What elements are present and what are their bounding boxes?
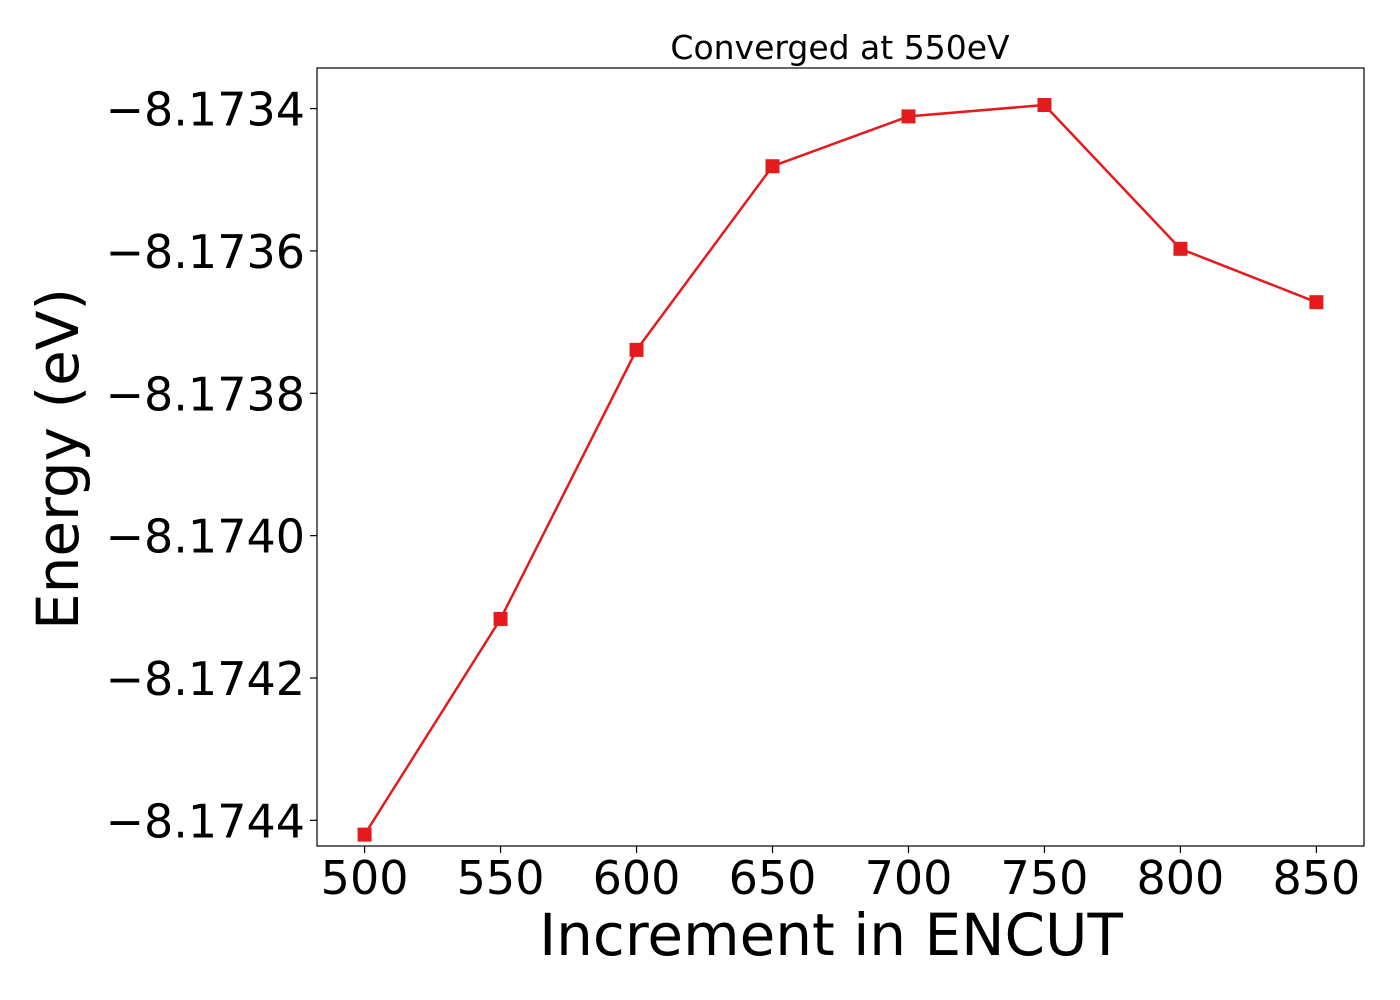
y-tick-label: −8.1734 [106, 83, 306, 137]
x-tick-label: 750 [1001, 851, 1089, 905]
plot-frame [316, 67, 1365, 847]
x-axis-label: Increment in ENCUT [539, 901, 1123, 969]
y-tick-label: −8.1742 [106, 652, 306, 706]
x-tick-label: 700 [865, 851, 953, 905]
y-tick-label: −8.1738 [106, 367, 306, 421]
axis-ticks [310, 107, 1318, 853]
data-point [629, 342, 644, 357]
series-line [363, 103, 1317, 836]
x-tick-label: 800 [1137, 851, 1225, 905]
data-point [901, 109, 916, 124]
y-tick-labels: −8.1734 −8.1736 −8.1738 −8.1740 −8.1742 −8.17… [106, 83, 306, 849]
y-tick-label: −8.1744 [106, 794, 306, 848]
data-point [1173, 241, 1188, 256]
x-tick-label: 600 [593, 851, 681, 905]
y-tick-label: −8.1736 [106, 225, 306, 279]
y-axis-label: Energy (eV) [24, 288, 92, 630]
x-tick-labels: 500 550 600 650 700 750 800 850 [321, 851, 1361, 905]
x-tick-label: 550 [457, 851, 545, 905]
chart-title: Converged at 550eV [670, 28, 1010, 67]
data-point [1309, 295, 1324, 310]
series-lines [363, 103, 1317, 836]
x-tick-label: 650 [729, 851, 817, 905]
data-point [765, 159, 780, 174]
data-point [357, 827, 372, 842]
series-markers [357, 98, 1324, 842]
x-tick-label: 500 [321, 851, 409, 905]
data-point [493, 611, 508, 626]
y-tick-label: −8.1740 [106, 510, 306, 564]
x-tick-label: 850 [1273, 851, 1361, 905]
data-point [1037, 98, 1052, 113]
